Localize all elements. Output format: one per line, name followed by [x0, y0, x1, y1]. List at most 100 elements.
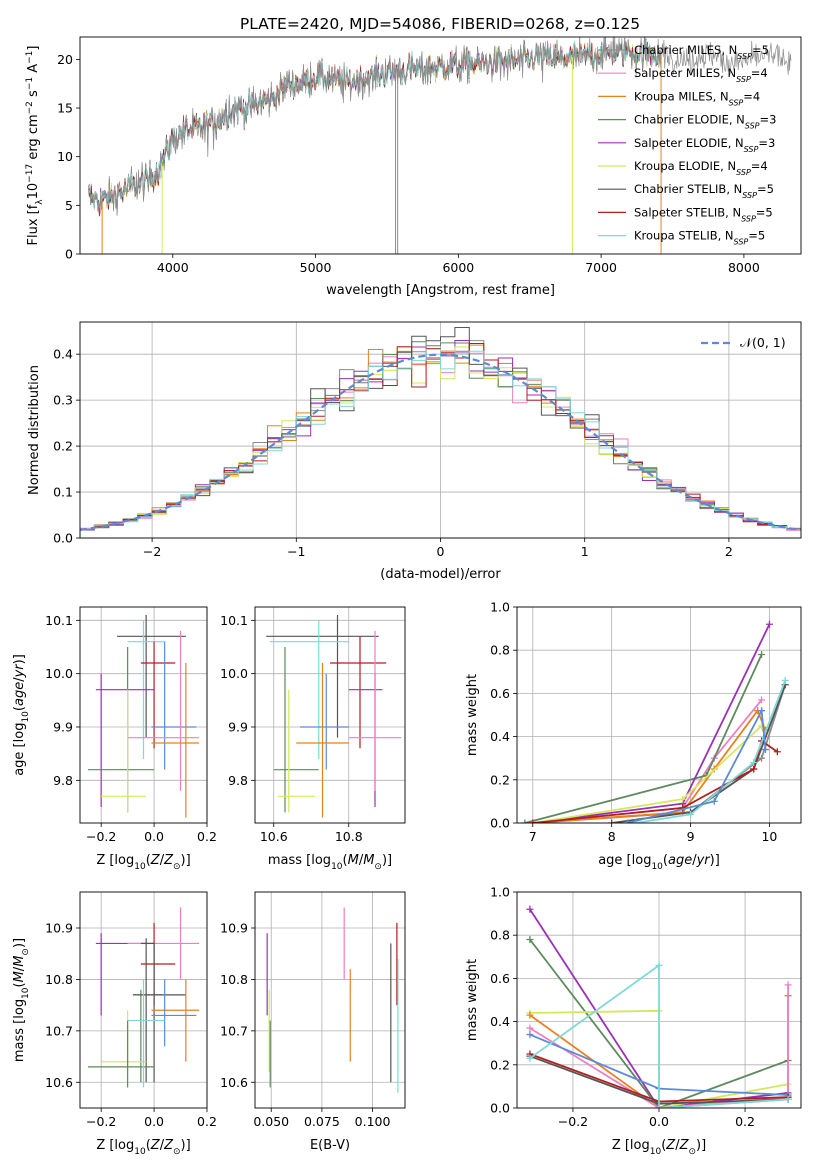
- y-tick-label: 0.8: [490, 928, 510, 943]
- series-marker: [762, 746, 769, 754]
- x-tick-label: 8: [608, 829, 616, 844]
- series-marker: [623, 819, 631, 823]
- y-tick-label: 0.1: [53, 485, 73, 500]
- series-marker: [710, 797, 718, 805]
- age-vs-mass-axes: 10.6 10.8 9.8 9.9 10.0 10.1 mass [log10(M/M⊙)]: [220, 606, 406, 872]
- x-axis-label: E(B-V): [310, 1138, 350, 1153]
- y-tick-label: 10: [57, 149, 73, 164]
- y-axis-label: Flux [fλ10−17 erg cm−2 s−1 A−1]: [25, 46, 45, 246]
- y-tick-label: 0.2: [490, 772, 510, 787]
- y-axis-label: mass weight: [465, 674, 480, 756]
- x-tick-label: 2: [725, 544, 733, 559]
- y-tick-label: 10.1: [45, 613, 73, 628]
- mass-vs-ebv-axes: 0.050 0.075 0.100 10.6 10.7 10.8 10.9 E(B-V): [220, 891, 406, 1153]
- series-line: [524, 654, 763, 823]
- series-marker: [608, 819, 616, 823]
- series-line: [529, 938, 789, 1108]
- x-tick-label: 10.6: [260, 829, 288, 844]
- legend-label: Kroupa MILES, NSSP=4: [634, 89, 760, 107]
- normal-curve: [80, 353, 801, 531]
- x-axis-label: wavelength [Angstrom, rest frame]: [326, 283, 555, 298]
- y-axis-label: mass weight: [465, 959, 480, 1041]
- y-tick-label: 10.6: [45, 1075, 73, 1090]
- series-marker: [687, 810, 695, 818]
- x-tick-label: 0.100: [355, 1114, 391, 1129]
- x-tick-label: 5000: [300, 260, 332, 275]
- y-tick-label: 0.0: [53, 531, 73, 546]
- plot-area: [87, 615, 200, 818]
- mass-vs-Z-axes: −0.2 0.0 0.2 10.6 10.7 10.8 10.9 Z [log10(Z/Z⊙)…: [12, 891, 217, 1157]
- x-tick-label: 0.2: [735, 1114, 755, 1129]
- x-tick-label: −0.2: [86, 829, 116, 844]
- series-marker: [526, 1031, 534, 1039]
- figure-title: PLATE=2420, MJD=54086, FIBERID=0268, z=0…: [240, 15, 640, 33]
- model-line: [88, 37, 662, 213]
- x-tick-label: −0.2: [86, 1114, 116, 1129]
- y-tick-label: 10.6: [220, 1075, 248, 1090]
- y-tick-label: 0.4: [490, 729, 510, 744]
- x-tick-label: 4000: [157, 260, 189, 275]
- axes-frame: [254, 606, 406, 824]
- mass-weight-vs-Z-axes: −0.2 0.0 0.2 0.0 0.2 0.4 0.6 0.8 1.0 Z [log10(Z/Z…: [465, 885, 802, 1157]
- series-marker: [758, 651, 766, 659]
- series-line: [532, 623, 771, 823]
- x-tick-label: 7000: [585, 260, 617, 275]
- x-tick-label: 8000: [728, 260, 760, 275]
- x-tick-label: 0.2: [197, 829, 217, 844]
- series-marker: [784, 981, 792, 989]
- y-tick-label: 10.8: [220, 972, 248, 987]
- x-tick-label: 0.0: [649, 1114, 669, 1129]
- legend-label: Kroupa ELODIE, NSSP=4: [634, 159, 768, 177]
- x-tick-label: 10.8: [335, 829, 363, 844]
- series-line: [611, 684, 787, 823]
- series-marker: [655, 961, 663, 969]
- y-tick-label: 1.0: [490, 600, 510, 615]
- y-axis-label: age [log10(age/yr)]: [12, 654, 31, 776]
- x-tick-label: 0.0: [144, 1114, 164, 1129]
- axes-frame: [79, 891, 208, 1109]
- y-tick-label: 5: [65, 198, 73, 213]
- y-tick-label: 9.9: [53, 720, 73, 735]
- series-marker: [784, 1095, 792, 1103]
- y-tick-label: 9.9: [228, 720, 248, 735]
- series-marker: [521, 819, 529, 823]
- series-line: [635, 680, 787, 823]
- series-marker: [773, 748, 781, 756]
- series-marker: [781, 676, 789, 684]
- series-line: [627, 707, 767, 823]
- y-tick-label: 9.8: [53, 773, 73, 788]
- x-tick-label: 0.075: [304, 1114, 340, 1129]
- series-marker: [758, 707, 766, 715]
- x-axis-label: mass [log10(M/M⊙)]: [268, 853, 392, 872]
- axes-frame: [79, 321, 802, 539]
- plot-area: [266, 615, 402, 818]
- y-tick-label: 0.3: [53, 393, 73, 408]
- axes-frame: [79, 36, 802, 255]
- series-marker: [526, 936, 534, 944]
- y-tick-label: 10.0: [45, 666, 73, 681]
- x-tick-label: 0.050: [253, 1114, 289, 1129]
- y-tick-label: 10.1: [220, 613, 248, 628]
- legend-label: 𝒩(0, 1): [740, 335, 786, 350]
- mass-weight-vs-age-axes: 7 8 9 10 0.0 0.2 0.4 0.6 0.8 1.0 age [log10(age/yr…: [465, 600, 802, 872]
- y-tick-label: 0.4: [490, 1014, 510, 1029]
- x-tick-label: 0: [437, 544, 445, 559]
- x-tick-label: 1: [581, 544, 589, 559]
- x-axis-label: (data-model)/error: [380, 567, 501, 582]
- y-tick-label: 0: [65, 247, 73, 262]
- legend-label: Kroupa STELIB, NSSP=5: [634, 229, 765, 247]
- x-tick-label: 0.0: [144, 829, 164, 844]
- y-tick-label: 15: [57, 101, 73, 116]
- x-tick-label: 10: [761, 829, 777, 844]
- y-tick-label: 10.9: [45, 921, 73, 936]
- series-line: [532, 708, 767, 823]
- legend-label: Salpeter MILES, NSSP=4: [634, 66, 768, 84]
- legend-label: Chabrier ELODIE, NSSP=3: [634, 113, 776, 131]
- y-tick-label: 10.9: [220, 921, 248, 936]
- plot-area: [88, 37, 792, 254]
- x-axis-label: Z [log10(Z/Z⊙)]: [612, 1138, 706, 1157]
- x-tick-label: 9: [687, 829, 695, 844]
- y-tick-label: 0.0: [490, 1101, 510, 1116]
- series-marker: [526, 905, 534, 913]
- series-marker: [526, 1054, 534, 1062]
